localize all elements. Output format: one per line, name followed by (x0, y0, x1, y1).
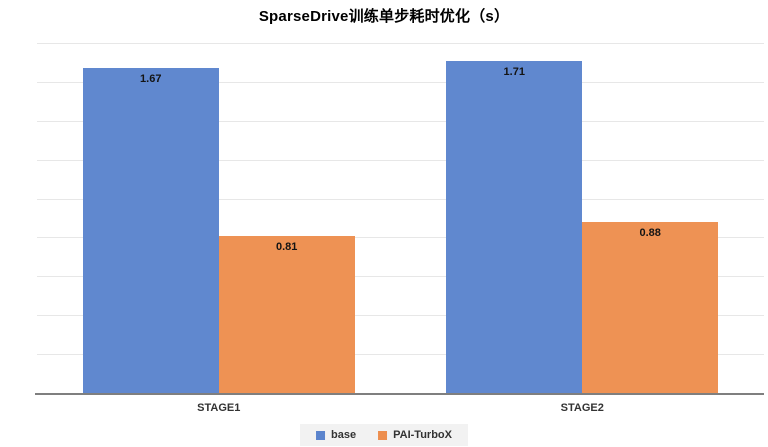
value-label: 0.88 (639, 226, 661, 239)
gridline (37, 120, 764, 122)
legend-label: base (331, 429, 357, 441)
plot-area: 1.67 1.71 0.81 0.88 (35, 43, 764, 395)
gridline (37, 81, 764, 83)
gridline (37, 159, 764, 161)
gridline (37, 276, 764, 278)
chart-title: SparseDrive训练单步耗时优化（s） (258, 8, 510, 25)
legend-swatch-icon (378, 430, 388, 440)
bar-base-STAGE2 (446, 60, 583, 393)
value-label: 1.71 (503, 65, 525, 78)
bar-PAI-TurboX-STAGE1 (218, 235, 355, 393)
legend-item-pai-turbox: PAI-TurboX (378, 429, 452, 441)
legend-label: PAI-TurboX (393, 429, 452, 441)
value-label: 1.67 (140, 73, 162, 86)
legend: base PAI-TurboX (300, 424, 468, 446)
category-labels: STAGE1 STAGE2 (37, 402, 764, 418)
gridline (37, 354, 764, 356)
gridline (37, 43, 764, 44)
legend-swatch-icon (316, 430, 326, 440)
value-label: 0.81 (276, 240, 298, 253)
x-axis-line (35, 393, 764, 395)
gridline (37, 198, 764, 200)
bar-PAI-TurboX-STAGE2 (582, 221, 719, 393)
category-label-stage2: STAGE2 (560, 402, 604, 414)
legend-item-base: base (316, 429, 356, 441)
bar-base-STAGE1 (82, 68, 219, 393)
category-label-stage1: STAGE1 (197, 402, 241, 414)
gridline (37, 237, 764, 239)
gridline (37, 315, 764, 317)
